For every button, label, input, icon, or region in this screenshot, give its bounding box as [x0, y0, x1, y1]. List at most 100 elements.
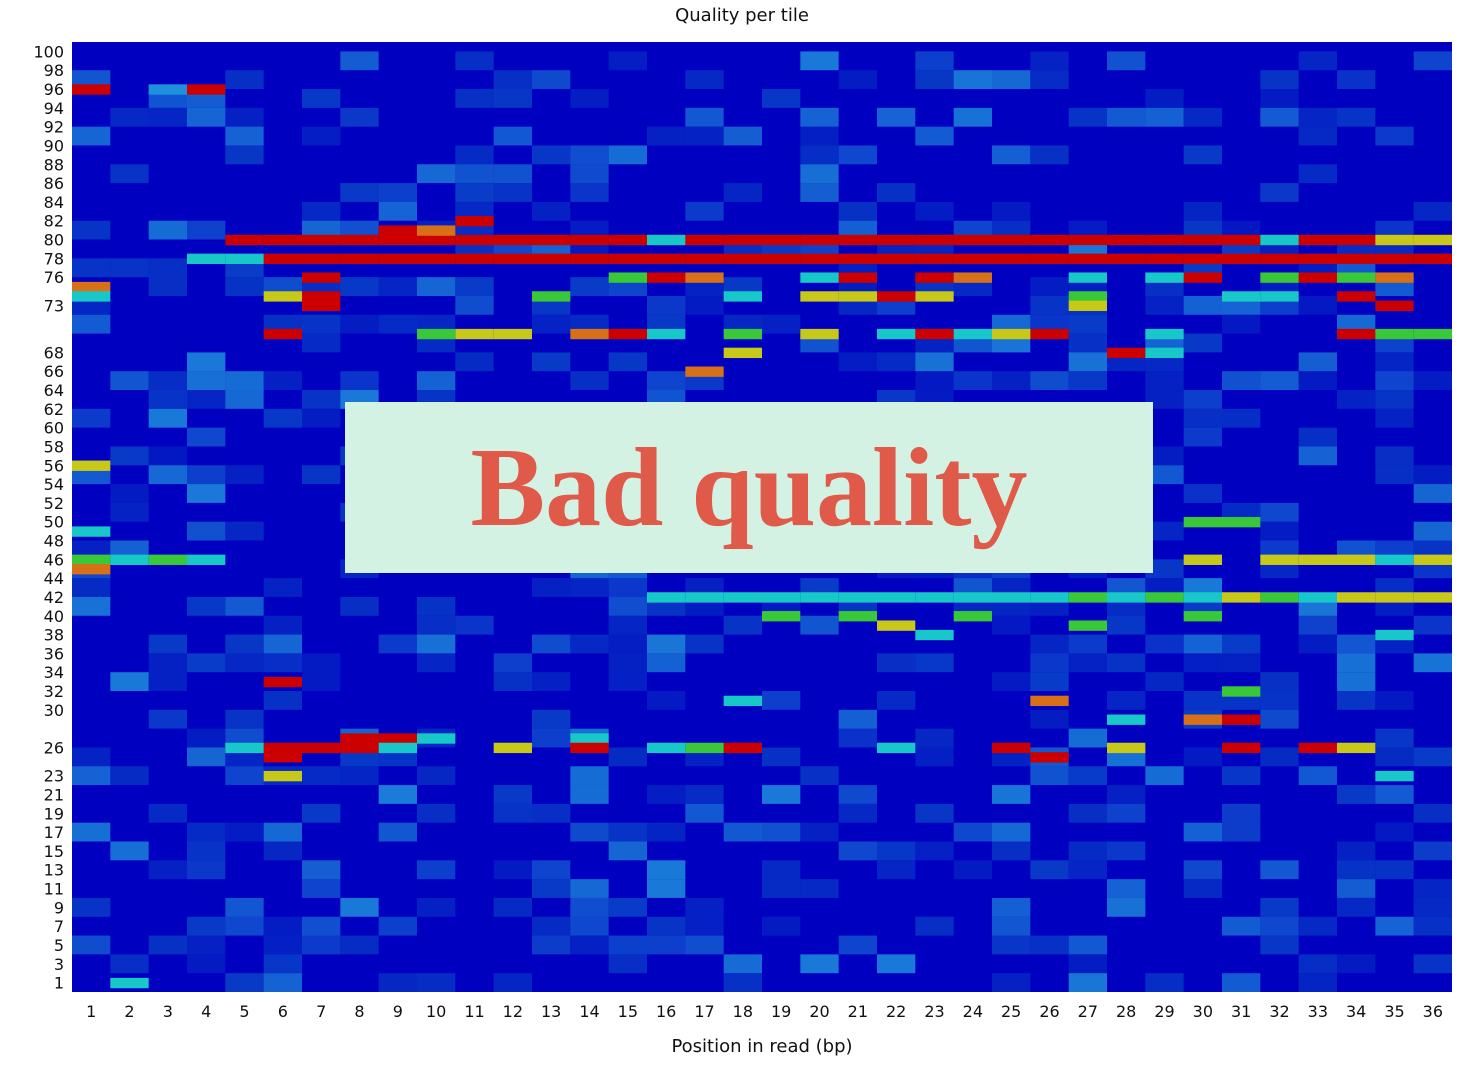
heatmap-cell	[1069, 301, 1107, 311]
heatmap-background-cell	[149, 371, 187, 390]
heatmap-cell	[264, 743, 302, 753]
y-tick-label: 38	[44, 626, 64, 645]
heatmap-background-cell	[647, 823, 685, 842]
heatmap-cell	[877, 235, 915, 245]
y-tick-label: 73	[44, 296, 64, 315]
heatmap-background-cell	[1222, 917, 1260, 936]
heatmap-background-cell	[992, 973, 1030, 992]
heatmap-background-cell	[724, 954, 762, 973]
heatmap-cell	[1030, 696, 1068, 706]
heatmap-background-cell	[839, 842, 877, 861]
heatmap-background-cell	[1299, 51, 1337, 70]
heatmap-background-cell	[532, 710, 570, 729]
heatmap-background-cell	[992, 70, 1030, 89]
heatmap-background-cell	[877, 183, 915, 202]
heatmap-background-cell	[110, 164, 148, 183]
heatmap-cell	[417, 225, 455, 235]
heatmap-cell	[110, 978, 148, 988]
x-tick-label: 26	[1039, 1002, 1059, 1021]
heatmap-cell	[1222, 743, 1260, 753]
heatmap-background-cell	[1222, 315, 1260, 334]
heatmap-background-cell	[609, 145, 647, 164]
y-tick-label: 21	[44, 785, 64, 804]
heatmap-background-cell	[647, 936, 685, 955]
heatmap-background-cell	[149, 221, 187, 240]
heatmap-cell	[187, 84, 225, 94]
heatmap-background-cell	[110, 108, 148, 127]
x-tick-label: 17	[694, 1002, 714, 1021]
heatmap-background-cell	[1069, 653, 1107, 672]
y-tick-label: 40	[44, 607, 64, 626]
heatmap-background-cell	[1375, 691, 1413, 710]
heatmap-background-cell	[187, 597, 225, 616]
heatmap-background-cell	[992, 371, 1030, 390]
heatmap-background-cell	[1030, 860, 1068, 879]
heatmap-background-cell	[1375, 917, 1413, 936]
heatmap-background-cell	[417, 371, 455, 390]
heatmap-background-cell	[915, 51, 953, 70]
heatmap-background-cell	[225, 371, 263, 390]
heatmap-background-cell	[877, 653, 915, 672]
heatmap-background-cell	[1222, 804, 1260, 823]
heatmap-cell	[340, 743, 378, 753]
heatmap-cell	[302, 301, 340, 311]
heatmap-background-cell	[72, 936, 110, 955]
heatmap-background-cell	[264, 936, 302, 955]
heatmap-background-cell	[302, 672, 340, 691]
heatmap-cell	[954, 272, 992, 282]
y-tick-label: 26	[44, 738, 64, 757]
heatmap-background-cell	[954, 108, 992, 127]
heatmap-background-cell	[72, 315, 110, 334]
heatmap-background-cell	[954, 371, 992, 390]
heatmap-background-cell	[187, 108, 225, 127]
heatmap-background-cell	[570, 879, 608, 898]
heatmap-background-cell	[225, 108, 263, 127]
x-tick-label: 11	[464, 1002, 484, 1021]
heatmap-background-cell	[1299, 917, 1337, 936]
heatmap-background-cell	[1107, 108, 1145, 127]
heatmap-background-cell	[1222, 823, 1260, 842]
heatmap-background-cell	[915, 352, 953, 371]
heatmap-cell	[1299, 272, 1337, 282]
heatmap-cell	[1107, 592, 1145, 602]
y-tick-label: 36	[44, 644, 64, 663]
x-tick-label: 2	[124, 1002, 134, 1021]
heatmap-background-cell	[1337, 653, 1375, 672]
heatmap-background-cell	[1145, 89, 1183, 108]
heatmap-background-cell	[340, 898, 378, 917]
heatmap-background-cell	[1069, 842, 1107, 861]
heatmap-background-cell	[302, 936, 340, 955]
heatmap-cell	[1375, 329, 1413, 339]
heatmap-cell	[685, 592, 723, 602]
heatmap-background-cell	[225, 898, 263, 917]
heatmap-background-cell	[724, 616, 762, 635]
heatmap-cell	[724, 254, 762, 264]
heatmap-background-cell	[340, 108, 378, 127]
heatmap-background-cell	[609, 672, 647, 691]
heatmap-cell	[1375, 592, 1413, 602]
heatmap-background-cell	[455, 296, 493, 315]
heatmap-background-cell	[149, 860, 187, 879]
heatmap-background-cell	[455, 164, 493, 183]
heatmap-cell	[379, 743, 417, 753]
heatmap-background-cell	[800, 616, 838, 635]
heatmap-cell	[1260, 555, 1298, 565]
heatmap-cell	[954, 611, 992, 621]
x-tick-label: 21	[848, 1002, 868, 1021]
heatmap-background-cell	[379, 785, 417, 804]
heatmap-background-cell	[264, 842, 302, 861]
heatmap-background-cell	[110, 954, 148, 973]
heatmap-background-cell	[1184, 409, 1222, 428]
heatmap-background-cell	[225, 597, 263, 616]
heatmap-background-cell	[954, 823, 992, 842]
heatmap-background-cell	[225, 917, 263, 936]
heatmap-cell	[1375, 254, 1413, 264]
heatmap-cell	[1184, 611, 1222, 621]
heatmap-background-cell	[1222, 653, 1260, 672]
heatmap-background-cell	[1375, 729, 1413, 748]
heatmap-background-cell	[110, 258, 148, 277]
x-tick-label: 33	[1308, 1002, 1328, 1021]
heatmap-cell	[1107, 715, 1145, 725]
heatmap-background-cell	[455, 277, 493, 296]
heatmap-cell	[724, 329, 762, 339]
